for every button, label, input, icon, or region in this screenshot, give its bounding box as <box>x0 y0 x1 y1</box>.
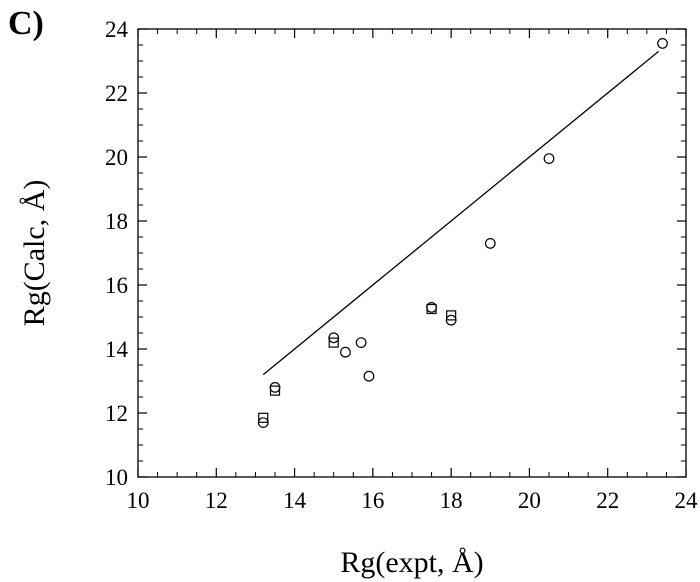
y-tick-label: 12 <box>105 401 128 426</box>
square-marker <box>328 337 339 348</box>
x-tick-label: 14 <box>283 488 307 513</box>
circle-marker <box>355 337 367 349</box>
x-tick-label: 10 <box>127 488 150 513</box>
circle-marker <box>340 346 351 358</box>
y-axis-title: Rg(Calc, Å) <box>18 180 51 327</box>
axis-ticks <box>137 28 687 478</box>
circle-marker <box>543 153 555 165</box>
x-tick-label: 20 <box>518 488 541 513</box>
x-axis-title: Rg(expt, Å) <box>340 546 483 579</box>
circle-marker <box>657 38 668 49</box>
x-tick-label: 18 <box>440 488 463 513</box>
circle-marker <box>484 237 496 249</box>
square-marker <box>269 385 281 396</box>
reference-line <box>262 50 660 376</box>
y-tick-label: 24 <box>105 17 129 42</box>
tick-labels: 10 12 14 16 18 20 22 24 10 12 14 16 18 20 22 24 <box>105 17 698 513</box>
x-tick-label: 22 <box>596 488 619 513</box>
y-tick-label: 20 <box>105 145 128 170</box>
square-marker <box>258 412 269 423</box>
y-tick-label: 10 <box>105 465 128 490</box>
y-tick-label: 18 <box>105 209 128 234</box>
circle-marker <box>363 370 375 382</box>
data-markers <box>257 38 668 429</box>
x-tick-label: 12 <box>205 488 228 513</box>
y-tick-label: 16 <box>105 273 128 298</box>
x-tick-label: 24 <box>675 488 699 513</box>
fit-line <box>262 50 660 376</box>
panel-label: C) <box>8 5 44 42</box>
square-marker <box>426 303 437 315</box>
circle-marker <box>269 382 281 393</box>
y-tick-label: 22 <box>105 81 128 106</box>
square-marker <box>446 310 457 321</box>
x-tick-label: 16 <box>361 488 384 513</box>
y-tick-label: 14 <box>105 337 129 362</box>
